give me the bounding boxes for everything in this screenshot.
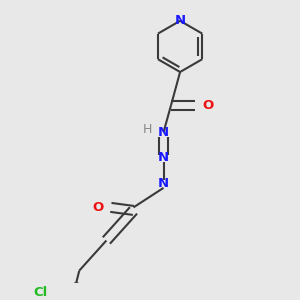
Text: O: O <box>92 201 103 214</box>
Text: N: N <box>158 126 169 139</box>
Text: N: N <box>175 14 186 27</box>
Text: Cl: Cl <box>33 286 48 299</box>
Text: N: N <box>158 177 169 190</box>
Text: H: H <box>142 123 152 136</box>
Text: N: N <box>158 151 169 164</box>
Text: O: O <box>203 99 214 112</box>
